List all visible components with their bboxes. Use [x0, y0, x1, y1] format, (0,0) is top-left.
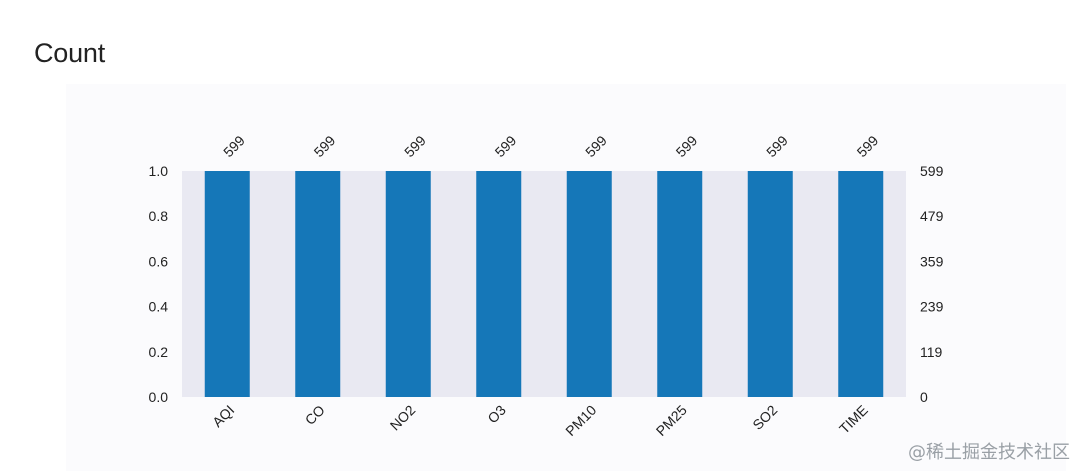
y-tick-label: 0.4 [149, 299, 169, 315]
secondary-y-tick-label: 599 [920, 163, 944, 179]
x-tick-label: CO [302, 402, 328, 428]
x-tick-label: AQI [209, 402, 237, 430]
bar-aqi [204, 171, 250, 397]
bar-o3 [476, 171, 522, 397]
x-tick-label: O3 [484, 402, 509, 427]
secondary-y-tick-label: 119 [920, 344, 943, 360]
bar-time [838, 171, 884, 397]
bar-data-label: 599 [492, 132, 520, 160]
bar-data-label: 599 [220, 132, 248, 160]
x-tick-label: TIME [836, 402, 871, 437]
secondary-y-tick-label: 239 [920, 299, 944, 315]
bar-data-label: 599 [673, 132, 701, 160]
secondary-y-tick-label: 359 [920, 253, 944, 269]
chart-heading: Count [34, 38, 106, 68]
bar-data-label: 599 [854, 132, 882, 160]
plot-area [182, 171, 906, 397]
watermark: @稀土掘金技术社区 [908, 442, 1070, 463]
y-tick-label: 0.6 [149, 253, 169, 269]
x-tick-label: NO2 [387, 402, 419, 434]
bar-pm10 [566, 171, 612, 397]
bar-data-label: 599 [582, 132, 610, 160]
x-tick-label: SO2 [749, 402, 780, 433]
bar-co [295, 171, 341, 397]
y-tick-label: 1.0 [149, 163, 169, 179]
bar-pm25 [657, 171, 703, 397]
bar-data-label: 599 [311, 132, 339, 160]
y-tick-label: 0.8 [149, 208, 169, 224]
secondary-y-tick-label: 0 [920, 389, 928, 405]
bar-so2 [747, 171, 793, 397]
bar-data-label: 599 [763, 132, 791, 160]
bar-data-label: 599 [401, 132, 429, 160]
bar-no2 [385, 171, 431, 397]
x-tick-label: PM25 [653, 402, 690, 439]
y-tick-label: 0.2 [149, 344, 169, 360]
secondary-y-tick-label: 479 [920, 208, 944, 224]
y-tick-label: 0.0 [149, 389, 169, 405]
x-tick-label: PM10 [562, 402, 599, 439]
